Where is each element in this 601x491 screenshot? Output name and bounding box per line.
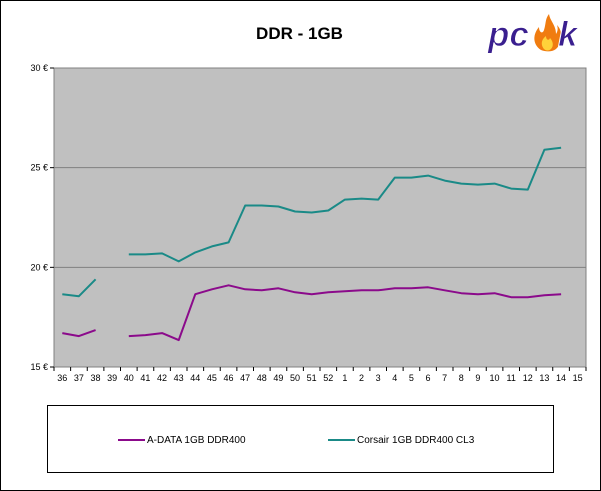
y-tick-label: 30 €: [30, 63, 48, 73]
x-tick-label: 46: [224, 373, 234, 383]
chart-title: DDR - 1GB: [256, 24, 343, 43]
legend-item-corsair: Corsair 1GB DDR400 CL3: [328, 434, 474, 446]
x-tick-label: 7: [442, 373, 447, 383]
x-tick-label: 49: [273, 373, 283, 383]
x-tick-label: 15: [573, 373, 583, 383]
x-tick-label: 2: [359, 373, 364, 383]
legend-label-a-data: A-DATA 1GB DDR400: [147, 434, 246, 446]
y-tick-label: 20 €: [30, 262, 48, 272]
series-line-segment: [128, 284, 562, 342]
x-tick-label: 47: [240, 373, 250, 383]
x-tick-label: 51: [307, 373, 317, 383]
x-tick-label: 3: [376, 373, 381, 383]
x-tick-label: 10: [490, 373, 500, 383]
x-tick-label: 48: [257, 373, 267, 383]
x-tick-label: 6: [426, 373, 431, 383]
grid-lines: [54, 167, 586, 268]
plot-background: [53, 67, 587, 368]
series-line-segment: [62, 278, 97, 298]
x-tick-label: 1: [342, 373, 347, 383]
x-tick-label: 12: [523, 373, 533, 383]
y-tick-label: 25 €: [30, 163, 48, 173]
x-tick-label: 11: [507, 373, 516, 383]
x-tick-label: 52: [323, 373, 333, 383]
legend-item-a-data: A-DATA 1GB DDR400: [118, 434, 246, 446]
x-tick-label: 9: [475, 373, 480, 383]
legend-swatch-corsair: [328, 439, 355, 441]
x-tick-label: 37: [74, 373, 84, 383]
x-tick-label: 39: [107, 373, 117, 383]
x-tick-label: 5: [409, 373, 414, 383]
svg-text:k: k: [558, 15, 579, 54]
series-line-segment: [62, 329, 96, 338]
x-tick-label: 45: [207, 373, 217, 383]
x-tick-label: 44: [190, 373, 200, 383]
y-tick-label: 15 €: [30, 362, 48, 372]
x-tick-label: 8: [459, 373, 464, 383]
series-lines: [62, 146, 562, 342]
x-tick-label: 4: [392, 373, 397, 383]
x-tick-label: 43: [174, 373, 184, 383]
series-line-segment: [128, 146, 562, 263]
legend-swatch-a-data: [118, 439, 145, 441]
y-axis: 15 € 20 € 25 € 30 €: [30, 63, 54, 372]
x-axis: 36 37 38 39 40 41 42 43 44 45 46 47 48 49 50 51 52 1 2 3 4 5 6…: [53, 367, 587, 383]
x-tick-label: 36: [57, 373, 67, 383]
x-tick-label: 42: [157, 373, 167, 383]
x-tick-label: 13: [539, 373, 549, 383]
pcsk-logo: pc k: [487, 14, 580, 55]
x-tick-label: 14: [556, 373, 566, 383]
legend-label-corsair: Corsair 1GB DDR400 CL3: [357, 434, 475, 446]
legend: A-DATA 1GB DDR400 Corsair 1GB DDR400 CL3: [47, 405, 554, 473]
series-1: [62, 146, 562, 298]
x-tick-label: 38: [91, 373, 101, 383]
series-0: [62, 284, 562, 342]
svg-text:pc: pc: [487, 15, 529, 54]
x-tick-label: 41: [140, 373, 150, 383]
x-tick-label: 50: [290, 373, 300, 383]
x-tick-label: 40: [124, 373, 134, 383]
